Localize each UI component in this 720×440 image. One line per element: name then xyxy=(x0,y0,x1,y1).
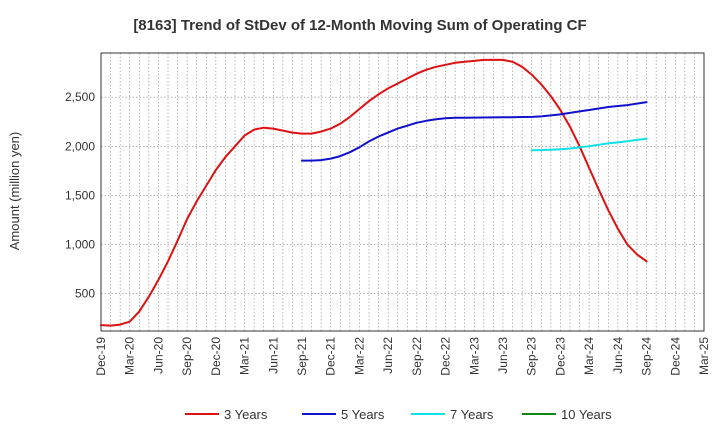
x-tick-label: Dec-20 xyxy=(209,337,223,376)
x-tick-label: Jun-23 xyxy=(496,337,510,374)
legend-item-10-years: 10 Years xyxy=(522,407,612,422)
x-tick-label: Sep-23 xyxy=(525,337,539,376)
x-tick-label: Dec-24 xyxy=(668,337,682,376)
chart-title: [8163] Trend of StDev of 12-Month Moving… xyxy=(133,17,586,34)
y-tick-label: 500 xyxy=(75,287,95,301)
legend-label: 3 Years xyxy=(224,407,268,422)
x-tick-label: Dec-22 xyxy=(439,337,453,376)
legend-item-7-years: 7 Years xyxy=(411,407,494,422)
y-tick-label: 2,000 xyxy=(65,139,95,153)
legend-label: 10 Years xyxy=(561,407,612,422)
series-line-3-years xyxy=(100,58,648,327)
x-tick-label: Dec-23 xyxy=(553,337,567,376)
x-tick-label: Sep-24 xyxy=(640,337,654,376)
series-lines xyxy=(100,58,648,327)
x-tick-label: Mar-21 xyxy=(238,337,252,375)
x-tick-label: Jun-22 xyxy=(381,337,395,374)
y-axis-ticks: 500 1,000 1,500 2,000 2,500 xyxy=(65,90,95,300)
x-tick-label: Sep-22 xyxy=(410,337,424,376)
x-tick-label: Dec-19 xyxy=(94,337,108,376)
x-tick-label: Jun-20 xyxy=(151,337,165,374)
legend-item-3-years: 3 Years xyxy=(185,407,268,422)
plot-area xyxy=(100,52,705,332)
series-line-7-years xyxy=(530,137,648,152)
x-tick-label: Sep-21 xyxy=(295,337,309,376)
x-tick-label: Sep-20 xyxy=(180,337,194,376)
gridlines xyxy=(101,53,704,331)
x-tick-label: Mar-23 xyxy=(467,337,481,375)
x-tick-label: Mar-22 xyxy=(352,337,366,375)
x-tick-label: Dec-21 xyxy=(324,337,338,376)
x-tick-label: Jun-21 xyxy=(266,337,280,374)
y-tick-label: 1,000 xyxy=(65,238,95,252)
x-tick-label: Jun-24 xyxy=(611,337,625,374)
y-tick-label: 2,500 xyxy=(65,90,95,104)
series-line-5-years xyxy=(301,101,648,162)
x-tick-label: Mar-20 xyxy=(123,337,137,375)
x-tick-label: Mar-24 xyxy=(582,337,596,375)
x-tick-label: Mar-25 xyxy=(697,337,711,375)
legend-label: 7 Years xyxy=(450,407,494,422)
legend: 3 Years 5 Years 7 Years 10 Years xyxy=(185,407,612,422)
legend-label: 5 Years xyxy=(341,407,385,422)
y-tick-label: 1,500 xyxy=(65,188,95,202)
x-axis-ticks: Dec-19 Mar-20 Jun-20 Sep-20 Dec-20 Mar-21 Jun-… xyxy=(94,337,711,376)
y-axis-label: Amount (million yen) xyxy=(7,132,22,251)
legend-item-5-years: 5 Years xyxy=(302,407,385,422)
